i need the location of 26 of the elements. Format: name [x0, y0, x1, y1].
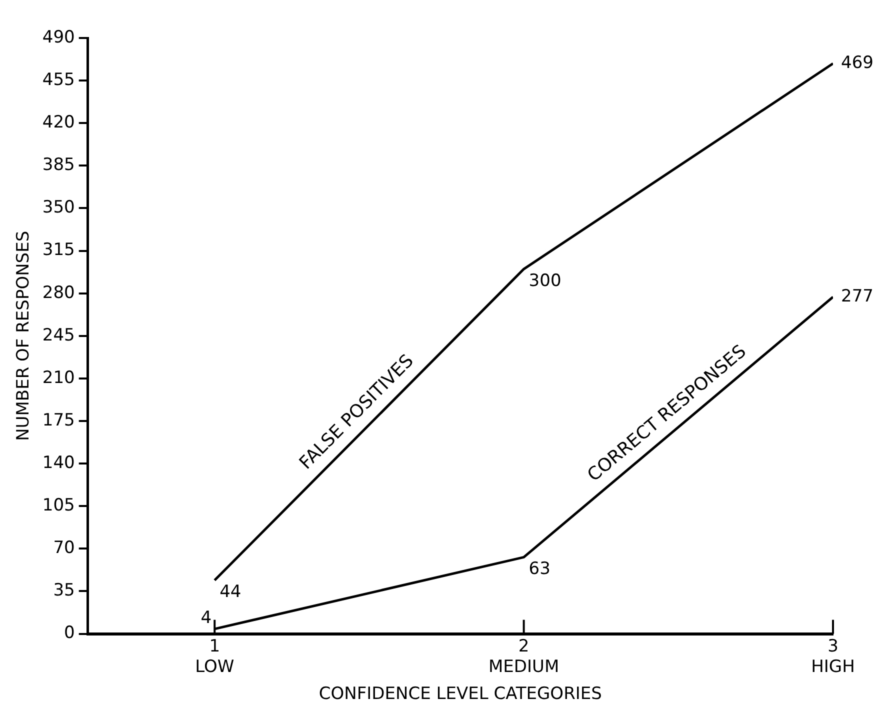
y-axis-title: NUMBER OF RESPONSES — [14, 230, 34, 441]
y-tick-label: 210 — [42, 368, 75, 388]
data-label: 300 — [528, 270, 562, 291]
x-tick-label: 3 HIGH — [811, 636, 855, 677]
y-tick-label: 280 — [42, 282, 75, 303]
x-tick-label: 1 LOW — [195, 636, 234, 677]
y-tick-label: 490 — [42, 27, 75, 48]
data-label: 44 — [220, 582, 242, 602]
x-tick-label: 2 MEDIUM — [488, 636, 560, 677]
y-tick-label: 245 — [42, 325, 75, 346]
y-tick-label: 315 — [42, 240, 75, 260]
y-tick-label: 70 — [53, 538, 75, 558]
y-tick-label: 0 — [64, 623, 75, 644]
data-label: 277 — [841, 286, 874, 306]
y-tick-label: 105 — [42, 496, 75, 516]
y-tick-label: 35 — [53, 580, 75, 601]
data-label: 63 — [528, 559, 550, 580]
y-tick-label: 175 — [42, 410, 75, 430]
data-label: 4 — [200, 608, 212, 628]
y-tick-label: 140 — [42, 452, 75, 473]
y-tick-label: 350 — [42, 198, 75, 218]
x-axis-title: CONFIDENCE LEVEL CATEGORIES — [318, 684, 602, 704]
y-tick-label: 420 — [42, 112, 75, 133]
data-label: 469 — [841, 52, 874, 73]
y-tick-label: 385 — [42, 155, 75, 176]
y-tick-label: 455 — [42, 70, 75, 90]
